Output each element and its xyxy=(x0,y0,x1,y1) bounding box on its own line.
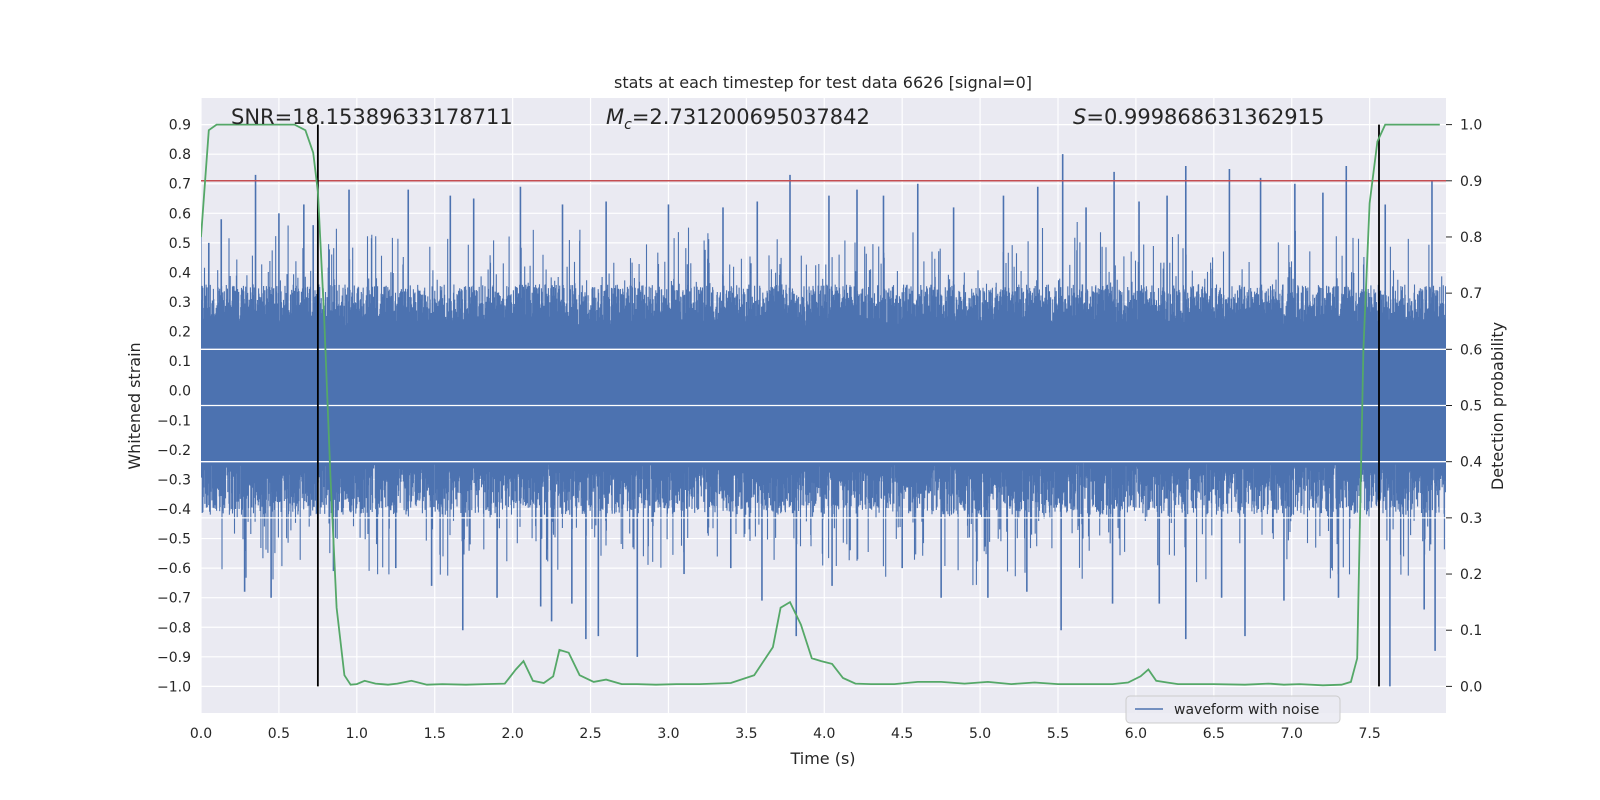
y-tick-left: 0.9 xyxy=(169,118,191,134)
y-tick-right: 0.4 xyxy=(1460,455,1482,471)
y-tick-left: −0.5 xyxy=(157,532,191,548)
y-tick-right: 0.0 xyxy=(1460,679,1482,695)
y-tick-left: −0.3 xyxy=(157,472,191,488)
y-tick-right: 0.2 xyxy=(1460,567,1482,583)
y-tick-right: 0.7 xyxy=(1460,286,1482,302)
s-symbol: S xyxy=(1073,105,1086,129)
legend-box xyxy=(1125,695,1341,724)
y-ticks-left: 0.9 0.8 0.7 0.6 0.5 0.4 0.3 0.2 0.1 0.0 −0.1 −0.2 −0… xyxy=(157,118,191,696)
x-tick: 2.5 xyxy=(579,726,601,742)
y-tick-left: 0.3 xyxy=(169,295,191,311)
x-tick: 3.0 xyxy=(657,726,679,742)
y-axis-label-left: Whitened strain xyxy=(125,342,144,469)
chirp-mass-annotation: Mc=2.731200695037842 xyxy=(606,105,870,133)
legend: waveform with noise xyxy=(1125,695,1341,724)
y-tick-left: 0.0 xyxy=(169,384,191,400)
x-tick: 6.0 xyxy=(1125,726,1147,742)
y-tick-right: 1.0 xyxy=(1460,118,1482,134)
y-tick-left: 0.7 xyxy=(169,177,191,193)
y-tick-right: 0.3 xyxy=(1460,511,1482,527)
y-tick-right: 0.8 xyxy=(1460,230,1482,246)
y-tick-left: 0.4 xyxy=(169,265,191,281)
y-tick-left: −0.1 xyxy=(157,413,191,429)
x-tick: 7.0 xyxy=(1281,726,1303,742)
x-tick: 7.5 xyxy=(1359,726,1381,742)
x-tick: 1.5 xyxy=(424,726,446,742)
y-tick-left: 0.6 xyxy=(169,206,191,222)
mc-symbol: M xyxy=(606,105,624,129)
y-tick-left: −0.9 xyxy=(157,650,191,666)
y-tick-right: 0.6 xyxy=(1460,342,1482,358)
y-tick-left: −0.8 xyxy=(157,620,191,636)
y-tick-left: −0.4 xyxy=(157,502,191,518)
x-axis-label: Time (s) xyxy=(789,749,855,768)
x-tick: 6.5 xyxy=(1203,726,1225,742)
y-tick-right: 0.5 xyxy=(1460,399,1482,415)
chart-title: stats at each timestep for test data 662… xyxy=(614,73,1032,92)
x-tick: 3.5 xyxy=(735,726,757,742)
significance-annotation: S=0.999868631362915 xyxy=(1073,105,1324,129)
x-tick: 5.0 xyxy=(969,726,991,742)
legend-label: waveform with noise xyxy=(1174,702,1319,718)
probability-line xyxy=(201,123,1440,687)
y-tick-right: 0.9 xyxy=(1460,174,1482,190)
mc-value: =2.731200695037842 xyxy=(632,105,870,129)
waveform-series xyxy=(201,154,1446,687)
y-tick-left: 0.1 xyxy=(169,354,191,370)
waveform-core-band xyxy=(201,325,1446,462)
y-axis-label-right: Detection probability xyxy=(1488,322,1507,490)
y-tick-left: −0.2 xyxy=(157,443,191,459)
x-tick: 0.0 xyxy=(190,726,212,742)
y-tick-left: 0.8 xyxy=(169,147,191,163)
y-tick-left: 0.5 xyxy=(169,236,191,252)
y-ticks-right: 1.0 0.9 0.8 0.7 0.6 0.5 0.4 0.3 0.2 0.1 0.0 xyxy=(1446,118,1482,695)
y-tick-left: −0.7 xyxy=(157,591,191,607)
probability-series xyxy=(201,123,1440,687)
x-tick: 2.0 xyxy=(502,726,524,742)
x-tick: 0.5 xyxy=(268,726,290,742)
x-tick: 1.0 xyxy=(346,726,368,742)
reference-lines xyxy=(201,124,1446,687)
y-tick-left: −0.6 xyxy=(157,561,191,577)
x-ticks: 0.0 0.5 1.0 1.5 2.0 2.5 3.0 3.5 4.0 4.5 5.0 5.5 6.0 6… xyxy=(190,726,1381,742)
y-tick-left: −1.0 xyxy=(157,679,191,695)
snr-annotation: SNR=18.15389633178711 xyxy=(231,105,513,129)
y-tick-right: 0.1 xyxy=(1460,623,1482,639)
mc-subscript: c xyxy=(624,117,632,133)
x-tick: 4.5 xyxy=(891,726,913,742)
y-tick-left: 0.2 xyxy=(169,325,191,341)
x-tick: 4.0 xyxy=(813,726,835,742)
x-tick: 5.5 xyxy=(1047,726,1069,742)
s-value: =0.999868631362915 xyxy=(1086,105,1324,129)
